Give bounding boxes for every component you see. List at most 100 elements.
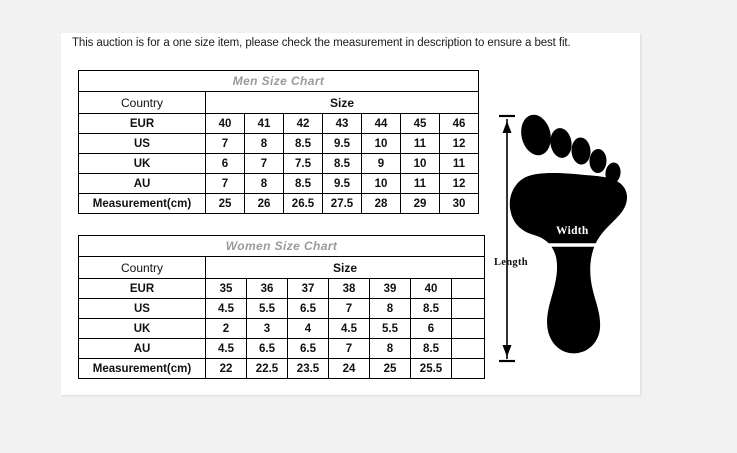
men-us-3: 9.5 <box>322 133 362 154</box>
men-uk-4: 9 <box>361 153 401 174</box>
table-row: US 7 8 8.5 9.5 10 11 12 <box>78 133 479 154</box>
women-us-1: 5.5 <box>246 298 288 319</box>
table-row: Measurement(cm) 22 22.5 23.5 24 25 25.5 <box>78 358 486 379</box>
men-us-5: 11 <box>400 133 440 154</box>
men-header-country: Country <box>78 91 206 114</box>
men-size-chart-table: Men Size Chart Country Size EUR 40 41 42… <box>78 70 479 214</box>
men-au-6: 12 <box>439 173 479 194</box>
women-header-country: Country <box>78 256 206 279</box>
women-row-label-measurement: Measurement(cm) <box>78 358 206 379</box>
men-measurement-2: 26.5 <box>283 193 323 214</box>
men-au-1: 8 <box>244 173 284 194</box>
men-us-4: 10 <box>361 133 401 154</box>
men-au-3: 9.5 <box>322 173 362 194</box>
width-label: Width <box>556 225 589 237</box>
women-us-3: 7 <box>328 298 370 319</box>
men-uk-1: 7 <box>244 153 284 174</box>
women-us-4: 8 <box>369 298 411 319</box>
women-uk-2: 4 <box>287 318 329 339</box>
women-au-1: 6.5 <box>246 338 288 359</box>
women-us-0: 4.5 <box>205 298 247 319</box>
men-measurement-5: 29 <box>400 193 440 214</box>
women-au-0: 4.5 <box>205 338 247 359</box>
women-uk-0: 2 <box>205 318 247 339</box>
men-uk-5: 10 <box>400 153 440 174</box>
women-row-label-uk: UK <box>78 318 206 339</box>
men-chart-title: Men Size Chart <box>78 70 479 92</box>
women-eur-4: 39 <box>369 278 411 299</box>
women-eur-1: 36 <box>246 278 288 299</box>
length-label: Length <box>494 257 528 268</box>
table-row: US 4.5 5.5 6.5 7 8 8.5 <box>78 298 486 319</box>
men-row-label-uk: UK <box>78 153 206 174</box>
women-eur-2: 37 <box>287 278 329 299</box>
women-measurement-4: 25 <box>369 358 411 379</box>
table-row: UK 6 7 7.5 8.5 9 10 11 <box>78 153 479 174</box>
women-uk-6 <box>450 318 486 339</box>
women-chart-title-row: Women Size Chart <box>77 235 486 257</box>
men-uk-2: 7.5 <box>283 153 323 174</box>
men-au-4: 10 <box>361 173 401 194</box>
men-row-label-au: AU <box>78 173 206 194</box>
men-eur-1: 41 <box>244 113 284 134</box>
foot-silhouette-icon <box>509 114 627 354</box>
foot-diagram-svg <box>499 114 627 363</box>
men-row-label-measurement: Measurement(cm) <box>78 193 206 214</box>
men-uk-0: 6 <box>205 153 245 174</box>
women-eur-6 <box>450 278 486 299</box>
women-eur-0: 35 <box>205 278 247 299</box>
men-row-label-us: US <box>78 133 206 154</box>
women-size-chart-table: Women Size Chart Country Size EUR 35 36 … <box>77 235 486 379</box>
men-uk-3: 8.5 <box>322 153 362 174</box>
men-au-2: 8.5 <box>283 173 323 194</box>
men-au-0: 7 <box>205 173 245 194</box>
women-us-5: 8.5 <box>410 298 452 319</box>
women-eur-5: 40 <box>410 278 452 299</box>
table-row: AU 7 8 8.5 9.5 10 11 12 <box>78 173 479 194</box>
men-row-label-eur: EUR <box>78 113 206 134</box>
women-au-4: 8 <box>369 338 411 359</box>
women-chart-header-row: Country Size <box>78 256 486 279</box>
men-measurement-4: 28 <box>361 193 401 214</box>
men-us-1: 8 <box>244 133 284 154</box>
men-eur-2: 42 <box>283 113 323 134</box>
women-au-5: 8.5 <box>410 338 452 359</box>
men-chart-header-row: Country Size <box>78 91 479 114</box>
men-eur-0: 40 <box>205 113 245 134</box>
men-header-size: Size <box>205 91 479 114</box>
women-uk-3: 4.5 <box>328 318 370 339</box>
women-measurement-5: 25.5 <box>410 358 452 379</box>
women-uk-4: 5.5 <box>369 318 411 339</box>
men-measurement-1: 26 <box>244 193 284 214</box>
men-us-0: 7 <box>205 133 245 154</box>
men-uk-6: 11 <box>439 153 479 174</box>
table-row: Measurement(cm) 25 26 26.5 27.5 28 29 30 <box>78 193 479 214</box>
table-row: EUR 40 41 42 43 44 45 46 <box>78 113 479 134</box>
women-measurement-3: 24 <box>328 358 370 379</box>
women-us-2: 6.5 <box>287 298 329 319</box>
width-dimension-arrow <box>514 237 619 253</box>
table-row: UK 2 3 4 4.5 5.5 6 <box>78 318 486 339</box>
men-au-5: 11 <box>400 173 440 194</box>
women-row-label-us: US <box>78 298 206 319</box>
content-card: This auction is for a one size item, ple… <box>61 33 640 395</box>
women-au-3: 7 <box>328 338 370 359</box>
men-eur-6: 46 <box>439 113 479 134</box>
women-measurement-1: 22.5 <box>246 358 288 379</box>
men-measurement-3: 27.5 <box>322 193 362 214</box>
women-measurement-6 <box>450 358 486 379</box>
intro-text: This auction is for a one size item, ple… <box>72 37 571 49</box>
women-chart-title: Women Size Chart <box>77 235 486 257</box>
length-dimension-arrow <box>499 114 515 363</box>
table-row: AU 4.5 6.5 6.5 7 8 8.5 <box>78 338 486 359</box>
men-measurement-0: 25 <box>205 193 245 214</box>
women-uk-5: 6 <box>410 318 452 339</box>
foot-measurement-diagram: Length Width <box>493 105 639 370</box>
table-row: EUR 35 36 37 38 39 40 <box>78 278 486 299</box>
men-chart-title-row: Men Size Chart <box>78 70 479 92</box>
women-uk-1: 3 <box>246 318 288 339</box>
men-measurement-6: 30 <box>439 193 479 214</box>
men-eur-5: 45 <box>400 113 440 134</box>
men-eur-4: 44 <box>361 113 401 134</box>
